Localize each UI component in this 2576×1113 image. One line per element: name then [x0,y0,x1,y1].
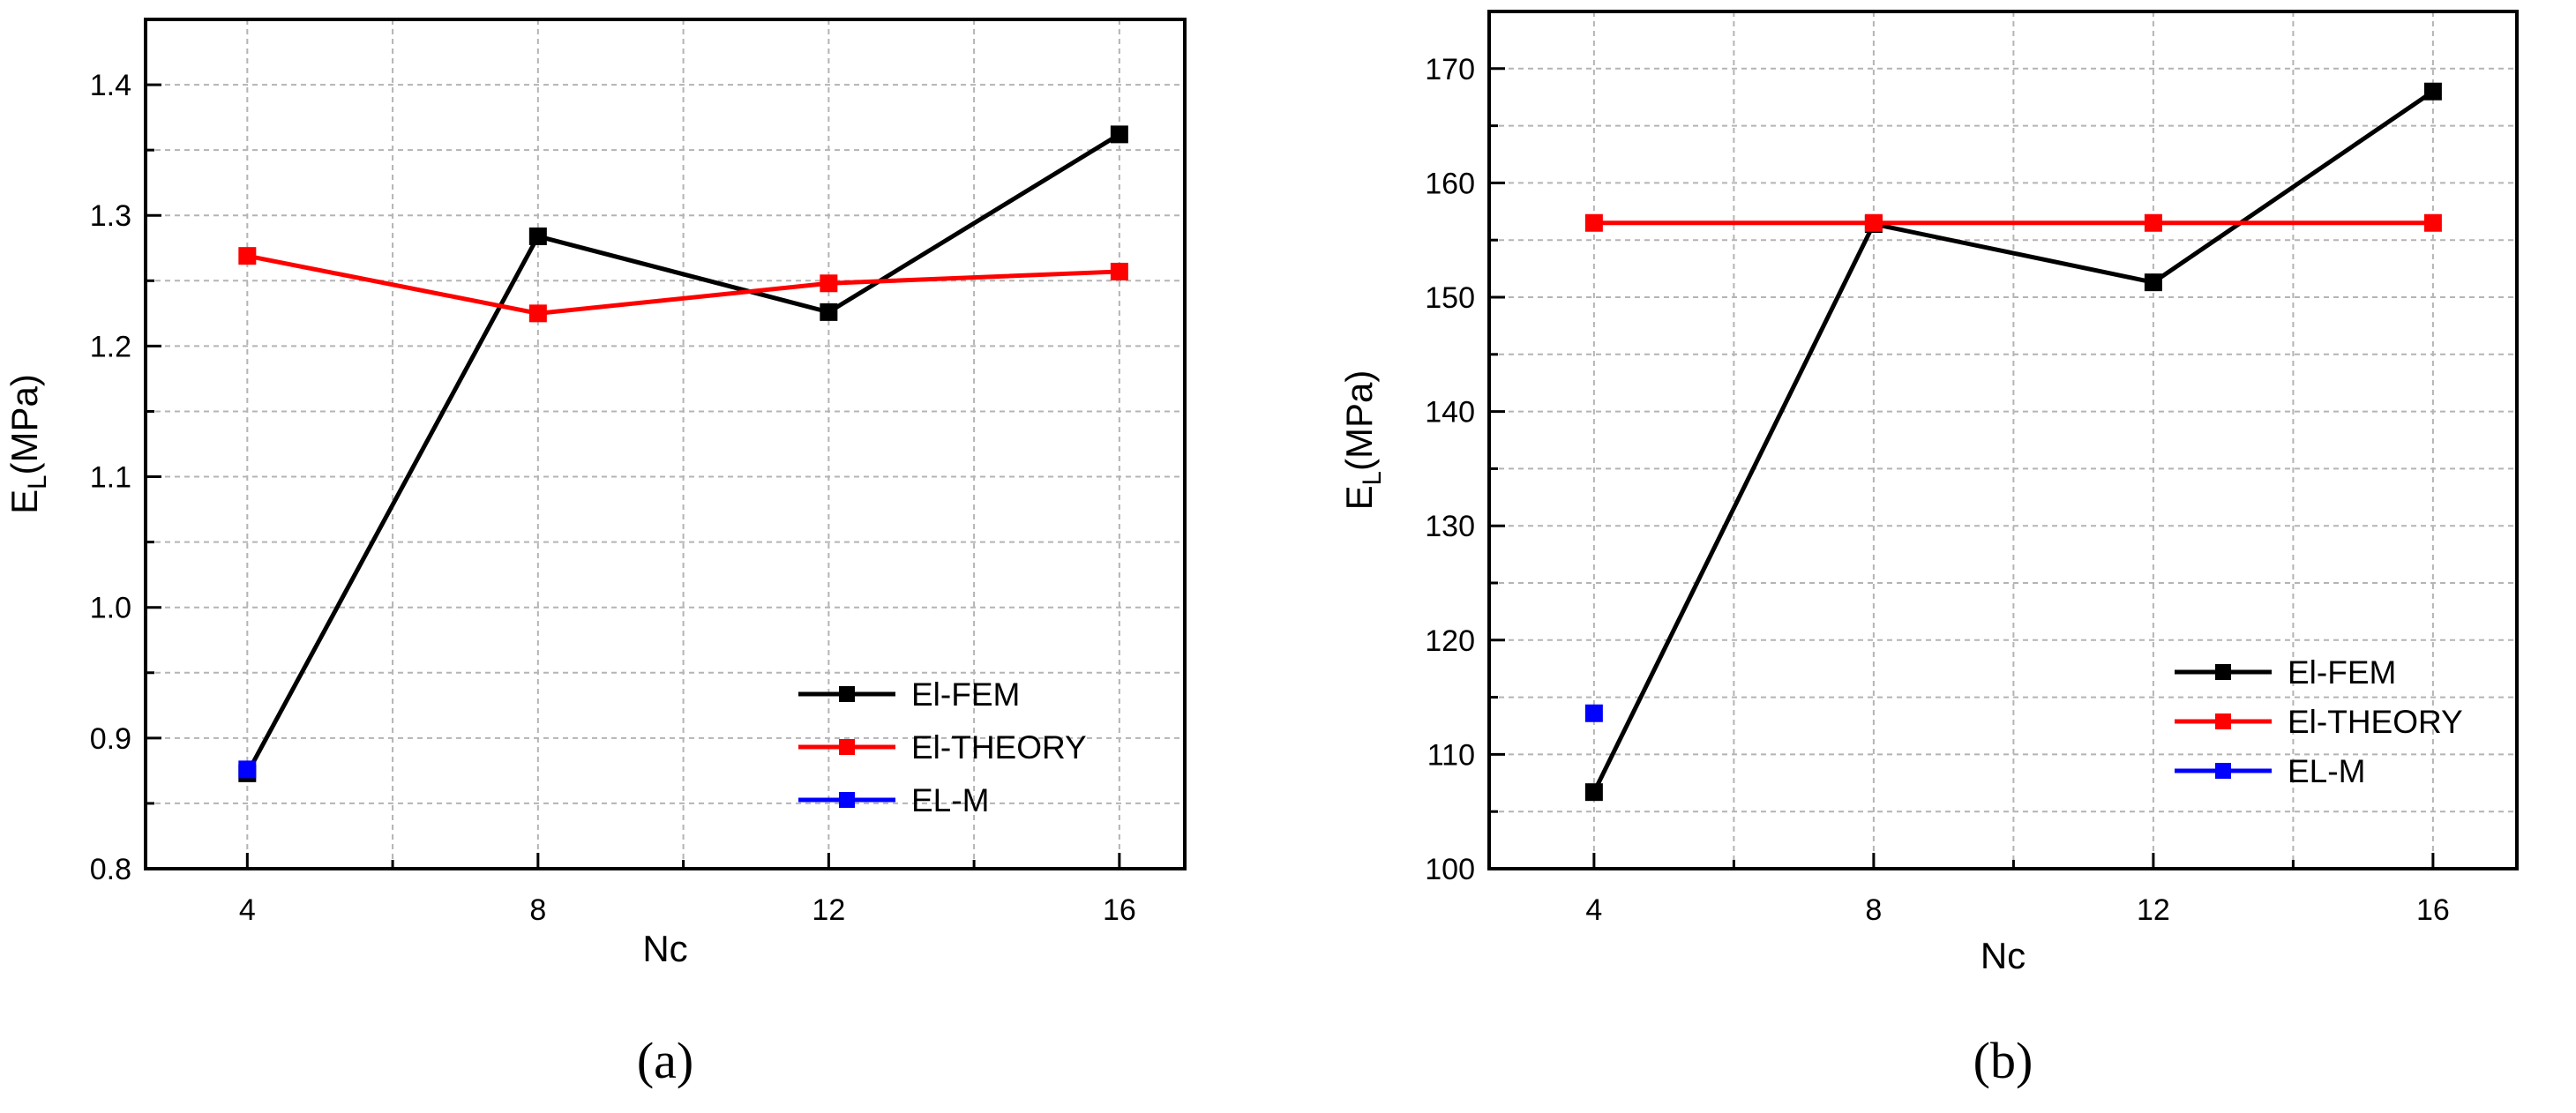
data-point [2423,213,2442,232]
legend-marker [839,792,855,808]
y-tick-label: 0.9 [90,722,131,756]
legend-marker [2215,763,2231,779]
y-tick-label: 130 [1425,510,1475,543]
x-axis-label: Nc [1981,935,2026,976]
series-theory [1584,213,2442,232]
y-tick-label: 100 [1425,853,1475,886]
data-point [1584,783,1603,802]
y-tick-label: 1.3 [90,199,131,233]
y-axis-label-subscript: L [23,474,52,489]
legend-marker [839,739,855,755]
series-line [245,132,1121,775]
y-tick-label: 1.0 [90,592,131,625]
x-tick-label: 12 [2137,893,2170,927]
legend: El-FEM El-THEORY EL-M [798,676,1087,818]
y-tick-label: 140 [1425,396,1475,430]
legend-marker [2215,664,2231,680]
plot-frame [144,18,1187,870]
legend-marker [2215,713,2231,729]
data-point [2144,213,2162,232]
data-point [528,227,547,245]
y-tick-label: 1.4 [90,69,131,102]
data-point [820,274,838,293]
y-axis-label: EL(MPa) [1338,370,1387,511]
y-tick-label: 0.8 [90,853,131,886]
data-point [1584,704,1603,722]
chart-panel-a: 4 8 12 16 0.8 0.9 1.0 1.1 1.2 1.3 1.4 Nc EL(MPa) El-F… [4,18,1187,1089]
y-tick-label: 1.1 [90,461,131,495]
y-tick-label: 120 [1425,624,1475,658]
x-tick-label: 16 [1103,893,1136,927]
y-tick-label: 160 [1425,167,1475,200]
y-axis-label-unit: (MPa) [4,374,45,474]
legend-label: El-FEM [2288,654,2396,691]
plot-frame [1487,10,2519,870]
series-line [1591,89,2435,794]
series-m [1584,704,1603,722]
legend-marker [839,686,855,702]
data-point [1110,125,1128,144]
y-axis-label: EL(MPa) [4,374,52,514]
x-axis-label: Nc [642,928,687,969]
legend-label: El-THEORY [911,729,1087,766]
y-tick-label: 110 [1427,738,1475,772]
data-point [528,304,547,323]
panel-caption: (a) [637,1032,693,1089]
x-tick-label: 16 [2416,893,2450,927]
y-tick-label: 170 [1425,53,1475,86]
legend-label: El-FEM [911,676,1020,713]
chart-panel-b: 4 8 12 16100110120130140150160170NcEL(MPa)E… [1338,10,2519,1089]
x-tick-label: 4 [1585,893,1602,927]
series-m [238,760,257,779]
data-point [2144,273,2162,292]
y-tick-label: 150 [1425,281,1475,315]
data-point [1584,213,1603,232]
data-point [238,760,257,779]
legend-label: El-THEORY [2288,704,2463,740]
y-axis-label-main: E [1338,485,1380,510]
data-point [1110,262,1128,280]
series-line [246,253,1120,316]
panel-caption: (b) [1973,1032,2033,1089]
y-tick-label: 1.2 [90,330,131,363]
data-point [238,247,257,265]
y-axis-label-main: E [4,489,45,514]
x-tick-label: 12 [812,893,845,927]
data-point [820,303,838,321]
y-axis-label-subscript: L [1358,471,1387,485]
data-point [1864,213,1883,232]
legend: El-FEM El-THEORY EL-M [2175,654,2463,789]
y-axis-label-unit: (MPa) [1338,370,1380,471]
legend-label: EL-M [2288,753,2365,789]
legend-label: EL-M [911,782,989,818]
series-theory [238,247,1128,323]
data-point [2423,82,2442,101]
x-tick-label: 8 [529,893,546,927]
x-tick-label: 8 [1865,893,1882,927]
x-tick-label: 4 [239,893,256,927]
